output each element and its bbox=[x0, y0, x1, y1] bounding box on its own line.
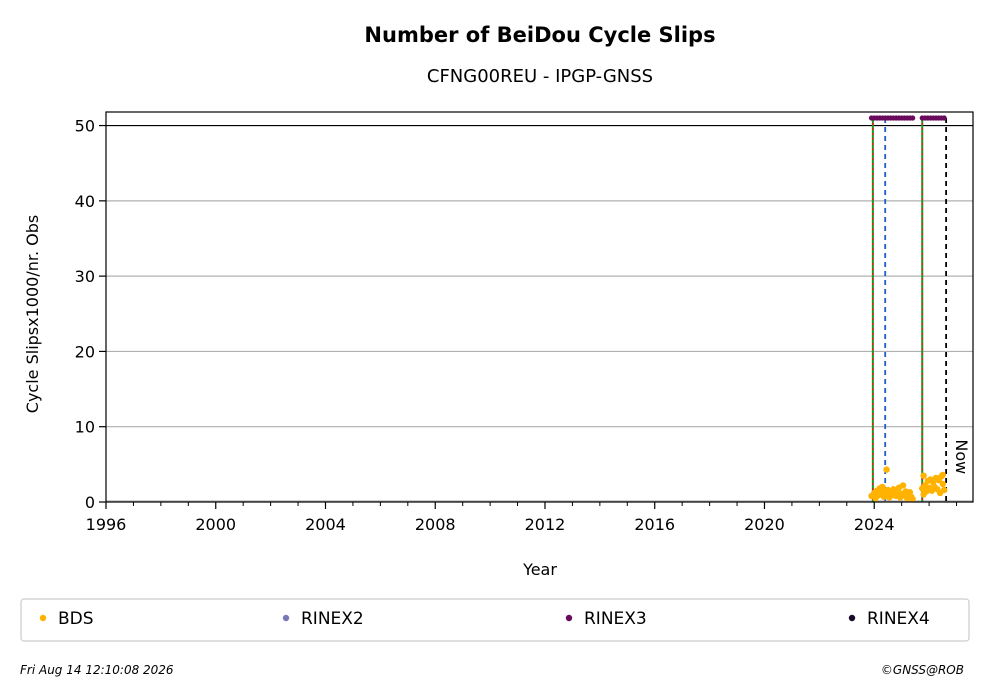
data-point-bds bbox=[920, 491, 927, 498]
y-tick-label: 0 bbox=[85, 493, 95, 512]
legend-box bbox=[20, 598, 970, 642]
legend-marker-bds bbox=[39, 614, 47, 622]
legend-label-rinex3: RINEX3 bbox=[584, 609, 647, 629]
x-tick-label: 2004 bbox=[305, 515, 346, 534]
data-points bbox=[868, 115, 948, 503]
footer-copyright: ©GNSS@ROB bbox=[881, 663, 964, 677]
x-tick-label: 2012 bbox=[525, 515, 566, 534]
y-tick-label: 40 bbox=[75, 192, 95, 211]
legend-label-rinex4: RINEX4 bbox=[867, 609, 930, 629]
now-label: Now bbox=[952, 439, 971, 474]
data-point-bds bbox=[899, 482, 907, 489]
data-point-bds bbox=[883, 466, 890, 473]
y-tick-label: 10 bbox=[75, 418, 95, 437]
data-point-bds bbox=[939, 480, 947, 488]
legend-marker-rinex4 bbox=[848, 614, 856, 622]
data-point-bds bbox=[939, 471, 947, 479]
data-point-bds bbox=[909, 495, 916, 503]
y-tick-label: 20 bbox=[75, 342, 95, 361]
legend-label-bds: BDS bbox=[58, 609, 94, 629]
y-axis-label: Cycle Slipsx1000/nr. Obs bbox=[23, 215, 42, 413]
plot-frame bbox=[105, 111, 974, 503]
x-tick-label: 2000 bbox=[195, 515, 236, 534]
vertical-marker-lines: Now bbox=[871, 118, 971, 502]
legend-marker-rinex2 bbox=[282, 614, 290, 622]
grid-lines bbox=[106, 124, 973, 502]
data-point-bds bbox=[940, 486, 948, 494]
data-point-rinex3 bbox=[910, 115, 916, 121]
y-tick-label: 50 bbox=[75, 117, 95, 136]
chart-title: Number of BeiDou Cycle Slips bbox=[364, 23, 715, 47]
x-tick-label: 2016 bbox=[634, 515, 675, 534]
footer-timestamp: Fri Aug 14 12:10:08 2026 bbox=[20, 663, 174, 677]
data-point-rinex3 bbox=[941, 115, 947, 121]
chart-subtitle: CFNG00REU - IPGP-GNSS bbox=[427, 66, 653, 87]
legend: BDS RINEX2 RINEX3 RINEX4 bbox=[39, 609, 930, 629]
y-tick-label: 30 bbox=[75, 267, 95, 286]
y-axis-ticks: 0 10 20 30 40 50 bbox=[75, 117, 106, 512]
x-tick-label: 2008 bbox=[415, 515, 456, 534]
x-tick-label: 1996 bbox=[86, 515, 127, 534]
x-axis-ticks: 1996 2000 2004 2008 2012 2016 2020 2024 bbox=[86, 502, 958, 534]
legend-label-rinex2: RINEX2 bbox=[301, 609, 364, 629]
x-tick-label: 2024 bbox=[854, 515, 895, 534]
data-point-bds bbox=[920, 472, 927, 479]
x-axis-label: Year bbox=[522, 560, 557, 579]
legend-marker-rinex3 bbox=[565, 614, 573, 622]
x-tick-label: 2020 bbox=[744, 515, 785, 534]
